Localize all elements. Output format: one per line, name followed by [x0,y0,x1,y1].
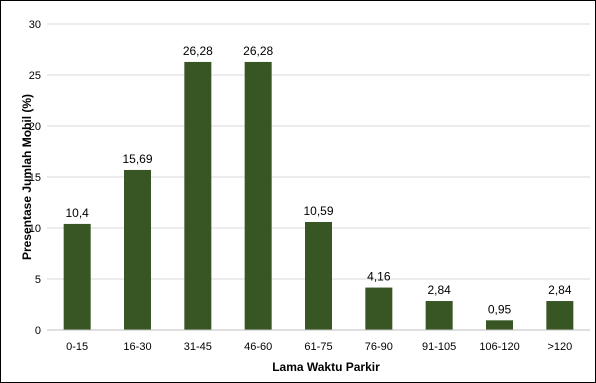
x-tick-label: 46-60 [244,341,272,353]
data-label: 10,59 [303,204,333,218]
bar [124,169,151,330]
data-label: 0,95 [488,302,512,316]
x-tick-label: 76-90 [365,341,393,353]
y-tick-label: 5 [35,274,41,286]
x-tick-label: 61-75 [304,341,332,353]
y-axis-ticks: 0 5 10 15 20 25 30 [29,19,41,337]
x-tick-label: 31-45 [184,341,212,353]
bar [305,221,332,330]
y-axis-title: Presentase Jumlah Mobil (%) [20,94,34,260]
bar [63,223,91,330]
bar [365,287,393,330]
data-label: 10,4 [65,206,89,220]
data-label: 2,84 [548,283,572,297]
x-axis-title: Lama Waktu Parkir [272,360,380,374]
y-tick-label: 0 [35,325,41,337]
y-tick-label: 20 [29,121,41,133]
bars [63,61,574,330]
data-label: 26,28 [183,44,213,58]
data-label: 15,69 [122,152,152,166]
x-axis-ticks: 0-15 16-30 31-45 46-60 61-75 76-90 91-105 106-1… [66,341,572,353]
y-tick-label: 25 [29,70,41,82]
bar [184,61,212,330]
x-tick-label: 91-105 [422,341,456,353]
y-tick-label: 30 [29,19,41,31]
y-tick-label: 10 [29,223,41,235]
data-label: 4,16 [367,270,391,284]
bar [486,320,513,330]
data-label: 26,28 [243,44,273,58]
data-label: 2,84 [427,283,451,297]
x-tick-label: >120 [547,341,572,353]
y-tick-label: 15 [29,172,41,184]
data-labels: 10,4 15,69 26,28 26,28 10,59 4,16 2,84 0,95 2,84 [65,44,571,316]
bar [425,301,453,330]
x-tick-label: 106-120 [479,341,519,353]
bar [244,61,272,330]
bar [546,301,574,330]
x-tick-label: 16-30 [123,341,151,353]
x-tick-label: 0-15 [66,341,88,353]
